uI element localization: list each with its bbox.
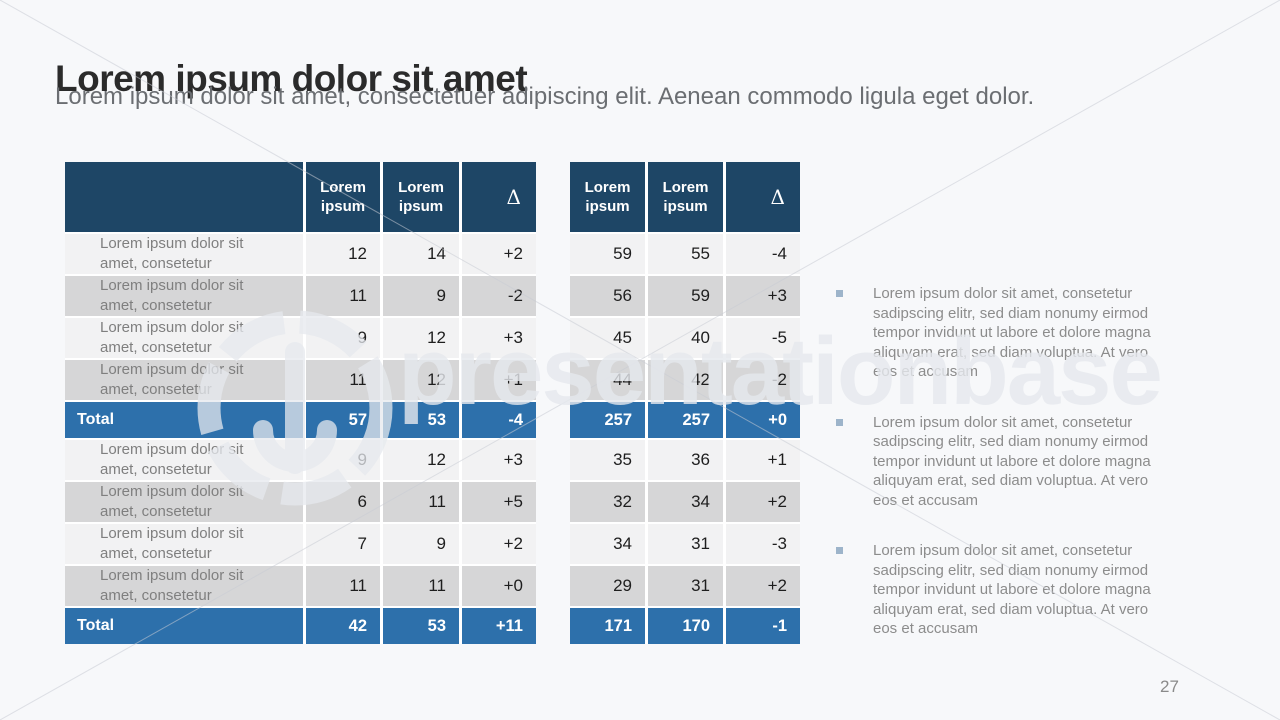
- total-value-cell: 53: [383, 608, 459, 644]
- total-value-cell: -4: [462, 402, 536, 438]
- row-label-cell: Lorem ipsum dolor sit amet, consetetur: [65, 524, 303, 564]
- table2-header-cell: Lorem ipsum: [570, 162, 645, 232]
- value-cell: 9: [383, 276, 459, 316]
- value-cell: 11: [306, 566, 380, 606]
- value-cell: 12: [306, 234, 380, 274]
- value-cell: 31: [648, 524, 723, 564]
- bullet-item: Lorem ipsum dolor sit amet, consetetur s…: [836, 541, 1181, 639]
- row-label-cell: Lorem ipsum dolor sit amet, consetetur: [65, 360, 303, 400]
- value-cell: 11: [383, 482, 459, 522]
- table1-header-cell: Lorem ipsum: [306, 162, 380, 232]
- value-cell: -4: [726, 234, 800, 274]
- table1-header-cell: Δ: [462, 162, 536, 232]
- value-cell: 31: [648, 566, 723, 606]
- value-cell: 12: [383, 360, 459, 400]
- value-cell: 44: [570, 360, 645, 400]
- value-cell: +5: [462, 482, 536, 522]
- value-cell: 59: [570, 234, 645, 274]
- value-cell: +3: [462, 318, 536, 358]
- value-cell: +2: [726, 482, 800, 522]
- row-label-cell: Lorem ipsum dolor sit amet, consetetur: [65, 276, 303, 316]
- value-cell: 56: [570, 276, 645, 316]
- table2-header-cell: Lorem ipsum: [648, 162, 723, 232]
- total-label-cell: Total: [65, 608, 303, 644]
- bullet-square-icon: [836, 290, 843, 297]
- value-cell: 9: [383, 524, 459, 564]
- value-cell: 7: [306, 524, 380, 564]
- bullet-text: Lorem ipsum dolor sit amet, consetetur s…: [873, 285, 1151, 380]
- data-table-left: Lorem ipsum Lorem ipsum Δ Lorem ipsum dolor…: [65, 162, 536, 644]
- value-cell: 32: [570, 482, 645, 522]
- total-value-cell: 170: [648, 608, 723, 644]
- value-cell: 14: [383, 234, 459, 274]
- row-label-cell: Lorem ipsum dolor sit amet, consetetur: [65, 440, 303, 480]
- value-cell: 55: [648, 234, 723, 274]
- row-label-cell: Lorem ipsum dolor sit amet, consetetur: [65, 566, 303, 606]
- value-cell: -2: [462, 276, 536, 316]
- total-value-cell: 42: [306, 608, 380, 644]
- value-cell: +0: [462, 566, 536, 606]
- value-cell: 12: [383, 318, 459, 358]
- value-cell: 42: [648, 360, 723, 400]
- page-number: 27: [1160, 677, 1179, 696]
- total-label-cell: Total: [65, 402, 303, 438]
- total-value-cell: 57: [306, 402, 380, 438]
- value-cell: +3: [462, 440, 536, 480]
- value-cell: 29: [570, 566, 645, 606]
- bullet-text: Lorem ipsum dolor sit amet, consetetur s…: [873, 413, 1151, 509]
- value-cell: +3: [726, 276, 800, 316]
- total-value-cell: 257: [648, 402, 723, 438]
- row-label-cell: Lorem ipsum dolor sit amet, consetetur: [65, 234, 303, 274]
- data-table-right: Lorem ipsum Lorem ipsum Δ 59 55 -4 56 59 +3 45 40-…: [570, 162, 800, 644]
- total-value-cell: 171: [570, 608, 645, 644]
- table1-header-corner: [65, 162, 303, 232]
- value-cell: 45: [570, 318, 645, 358]
- total-value-cell: +11: [462, 608, 536, 644]
- value-cell: 11: [306, 360, 380, 400]
- total-value-cell: -1: [726, 608, 800, 644]
- value-cell: +2: [462, 234, 536, 274]
- value-cell: 34: [648, 482, 723, 522]
- value-cell: 59: [648, 276, 723, 316]
- value-cell: 9: [306, 440, 380, 480]
- value-cell: 35: [570, 440, 645, 480]
- value-cell: 11: [306, 276, 380, 316]
- bullet-square-icon: [836, 418, 843, 426]
- value-cell: 11: [383, 566, 459, 606]
- value-cell: -5: [726, 318, 800, 358]
- value-cell: +2: [462, 524, 536, 564]
- value-cell: 40: [648, 318, 723, 358]
- value-cell: -2: [726, 360, 800, 400]
- bullet-text: Lorem ipsum dolor sit amet, consetetur s…: [873, 542, 1151, 637]
- bullet-item: Lorem ipsum dolor sit amet, consetetur s…: [836, 413, 1181, 511]
- row-label-cell: Lorem ipsum dolor sit amet, consetetur: [65, 482, 303, 522]
- value-cell: +1: [462, 360, 536, 400]
- bullet-list: Lorem ipsum dolor sit amet, consetetur s…: [836, 284, 1181, 670]
- value-cell: +2: [726, 566, 800, 606]
- total-value-cell: +0: [726, 402, 800, 438]
- total-value-cell: 53: [383, 402, 459, 438]
- value-cell: 9: [306, 318, 380, 358]
- slide-subtitle: Lorem ipsum dolor sit amet, consectetuer…: [55, 83, 1035, 110]
- value-cell: 12: [383, 440, 459, 480]
- table1-header-cell: Lorem ipsum: [383, 162, 459, 232]
- bullet-item: Lorem ipsum dolor sit amet, consetetur s…: [836, 284, 1181, 382]
- value-cell: 36: [648, 440, 723, 480]
- value-cell: -3: [726, 524, 800, 564]
- table2-header-cell: Δ: [726, 162, 800, 232]
- row-label-cell: Lorem ipsum dolor sit amet, consetetur: [65, 318, 303, 358]
- value-cell: +1: [726, 440, 800, 480]
- total-value-cell: 257: [570, 402, 645, 438]
- bullet-square-icon: [836, 547, 843, 554]
- value-cell: 34: [570, 524, 645, 564]
- value-cell: 6: [306, 482, 380, 522]
